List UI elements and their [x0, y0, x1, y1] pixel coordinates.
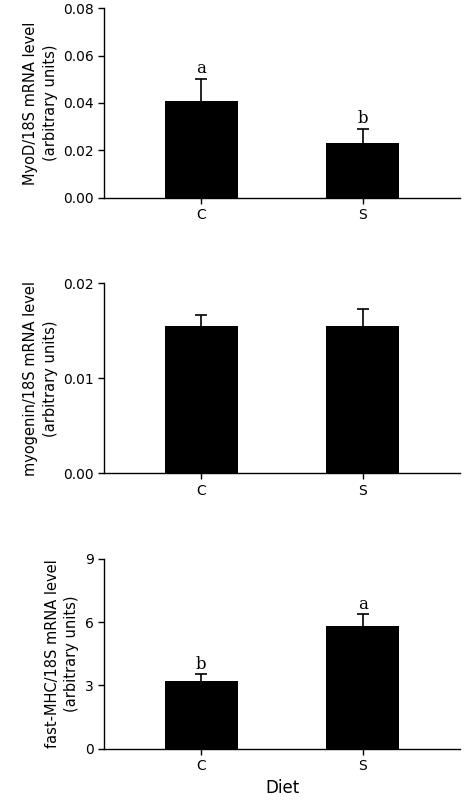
Text: a: a: [358, 596, 368, 613]
Bar: [165, 681, 237, 749]
Y-axis label: myogenin/18S mRNA level
(arbitrary units): myogenin/18S mRNA level (arbitrary units…: [23, 281, 57, 476]
Y-axis label: fast-MHC/18S mRNA level
(arbitrary units): fast-MHC/18S mRNA level (arbitrary units…: [45, 559, 80, 748]
Bar: [327, 143, 399, 198]
Bar: [165, 101, 237, 198]
Bar: [327, 326, 399, 473]
Y-axis label: MyoD/18S mRNA level
(arbitrary units): MyoD/18S mRNA level (arbitrary units): [23, 21, 57, 184]
X-axis label: Diet: Diet: [265, 778, 299, 797]
Bar: [165, 326, 237, 473]
Text: b: b: [357, 109, 368, 126]
Text: a: a: [196, 60, 206, 77]
Bar: [327, 626, 399, 749]
Text: b: b: [196, 656, 207, 673]
